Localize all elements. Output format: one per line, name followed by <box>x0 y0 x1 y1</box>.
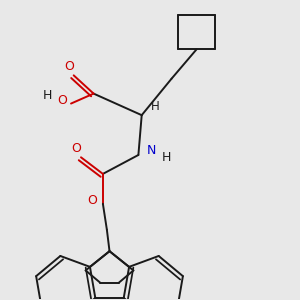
Text: O: O <box>64 60 74 73</box>
Text: H: H <box>162 151 171 164</box>
Text: H: H <box>43 89 52 102</box>
Text: H: H <box>151 100 160 113</box>
Text: O: O <box>57 94 67 107</box>
Text: O: O <box>87 194 97 207</box>
Text: O: O <box>71 142 81 154</box>
Text: N: N <box>146 145 156 158</box>
